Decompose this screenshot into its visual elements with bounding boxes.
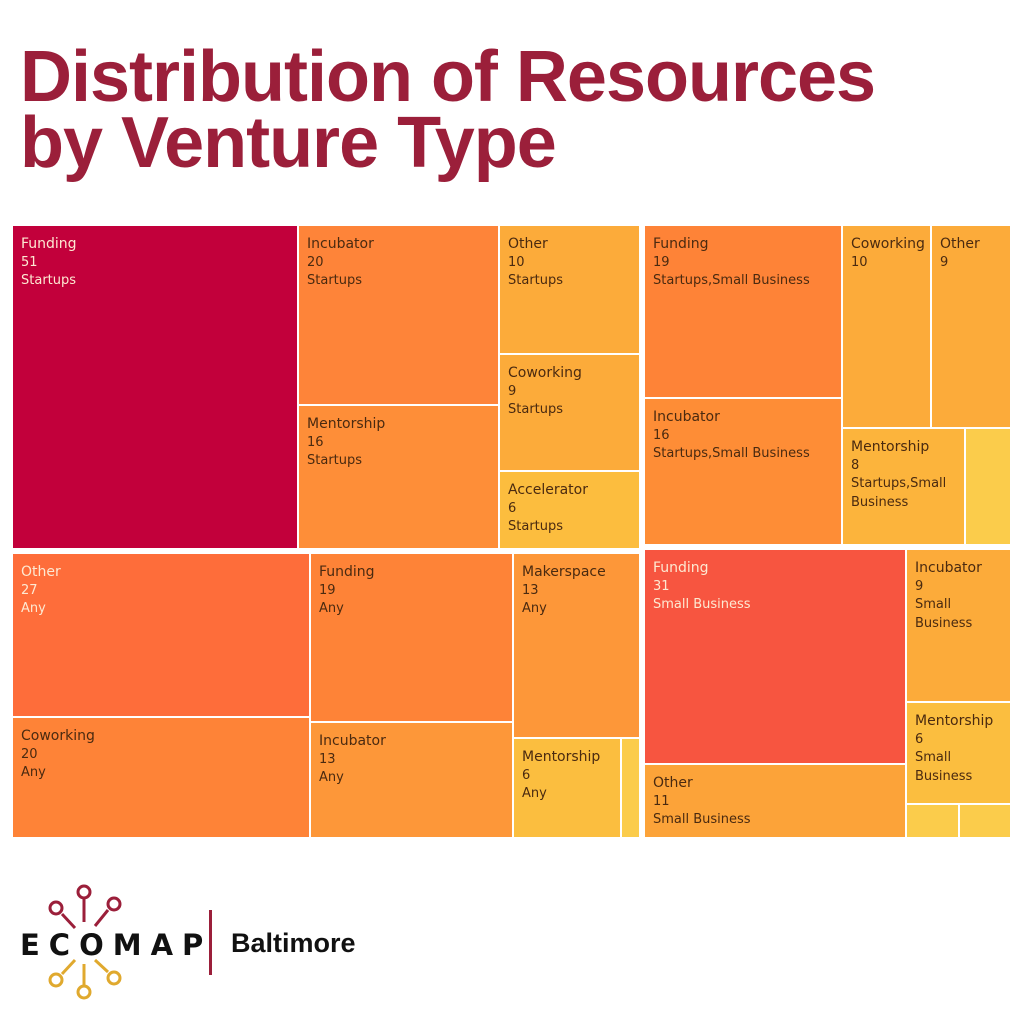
treemap-tile[interactable]: Funding 31 Small Business (644, 549, 906, 764)
tile-venture-type: Startups,Small Business (653, 273, 810, 288)
tile-venture-type: Small Business (653, 812, 751, 827)
logo-wordmark: ECOMAP (20, 928, 213, 962)
tile-venture-type: Small Business (653, 597, 751, 612)
treemap-tile[interactable]: Mentorship 8 Startups,Small Business (842, 428, 965, 545)
tile-venture-type: Startups (508, 519, 564, 534)
tile-label: Coworking (508, 365, 582, 381)
tile-value: 6 (915, 731, 924, 747)
tile-label: Coworking (851, 236, 925, 252)
tile-venture-type: Small Business (915, 597, 973, 631)
tile-value: 16 (307, 434, 324, 450)
tile-venture-type: Startups (307, 453, 363, 468)
treemap-tile[interactable]: Other 27 Any (12, 553, 310, 717)
tile-label: Other (653, 775, 693, 791)
ecomap-logo: ECOMAP Baltimore (18, 880, 378, 1005)
treemap-tile[interactable]: Incubator 9 Small Business (906, 549, 1011, 702)
logo-city: Baltimore (231, 928, 356, 958)
tile-label: Incubator (653, 409, 720, 425)
network-icon (48, 884, 122, 1000)
treemap-tile[interactable]: Coworking 10 (842, 225, 931, 428)
tile-venture-type: Startups (307, 273, 363, 288)
treemap-tile[interactable]: Other 9 (931, 225, 1011, 428)
tile-value: 8 (851, 457, 860, 473)
tile-label: Funding (21, 236, 77, 252)
tile-venture-type: Any (522, 601, 547, 616)
tile-label: Funding (319, 564, 375, 580)
tile-label: Mentorship (522, 749, 601, 765)
treemap-tile[interactable] (621, 738, 640, 838)
tile-label: Incubator (915, 560, 982, 576)
tile-venture-type: Small Business (915, 750, 973, 784)
tile-label: Accelerator (508, 482, 588, 498)
tile-label: Incubator (319, 733, 386, 749)
tile-label: Makerspace (522, 564, 606, 580)
tile-value: 20 (307, 254, 324, 270)
tile-value: 13 (319, 751, 336, 767)
tile-venture-type: Startups,Small Business (653, 446, 810, 461)
treemap-tile[interactable]: Coworking 9 Startups (499, 354, 640, 471)
tile-venture-type: Any (21, 765, 46, 780)
chart-title-line-2: by Venture Type (20, 103, 557, 183)
tile-venture-type: Startups (21, 273, 77, 288)
tile-label: Funding (653, 560, 709, 576)
logo-divider (209, 910, 212, 975)
tile-value: 10 (508, 254, 525, 270)
treemap-tile[interactable]: Makerspace 13 Any (513, 553, 640, 738)
treemap-tile[interactable]: Incubator 13 Any (310, 722, 513, 838)
tile-value: 9 (940, 254, 949, 270)
tile-venture-type: Any (21, 601, 46, 616)
tile-value: 20 (21, 746, 38, 762)
tile-label: Coworking (21, 728, 95, 744)
tile-label: Other (21, 564, 61, 580)
tile-label: Other (940, 236, 980, 252)
chart-title: Distribution of Resources by Venture Typ… (20, 37, 1010, 183)
tile-value: 9 (508, 383, 517, 399)
tile-value: 6 (522, 767, 531, 783)
tile-venture-type: Startups (508, 402, 564, 417)
tile-venture-type: Startups,Small Business (851, 476, 947, 510)
treemap-tile[interactable]: Incubator 16 Startups,Small Business (644, 398, 842, 545)
treemap-tile[interactable]: Mentorship 16 Startups (298, 405, 499, 549)
treemap-tile[interactable] (959, 804, 1011, 838)
treemap-tile[interactable]: Other 11 Small Business (644, 764, 906, 838)
tile-value: 11 (653, 793, 670, 809)
treemap-tile[interactable]: Funding 51 Startups (12, 225, 298, 549)
tile-venture-type: Any (319, 601, 344, 616)
treemap-tile[interactable]: Incubator 20 Startups (298, 225, 499, 405)
tile-value: 31 (653, 578, 670, 594)
tile-label: Mentorship (307, 416, 386, 432)
tile-value: 13 (522, 582, 539, 598)
tile-value: 10 (851, 254, 868, 270)
tile-label: Mentorship (851, 439, 930, 455)
tile-label: Funding (653, 236, 709, 252)
tile-label: Incubator (307, 236, 374, 252)
tile-venture-type: Any (319, 770, 344, 785)
treemap-tile[interactable]: Funding 19 Any (310, 553, 513, 722)
tile-value: 19 (653, 254, 670, 270)
treemap-tile[interactable]: Mentorship 6 Any (513, 738, 621, 838)
treemap-tile[interactable]: Accelerator 6 Startups (499, 471, 640, 549)
tile-venture-type: Startups (508, 273, 564, 288)
tile-value: 19 (319, 582, 336, 598)
tile-value: 6 (508, 500, 517, 516)
tile-value: 51 (21, 254, 38, 270)
tile-label: Mentorship (915, 713, 994, 729)
tile-value: 27 (21, 582, 38, 598)
treemap-tile[interactable]: Other 10 Startups (499, 225, 640, 354)
treemap-tile[interactable]: Mentorship 6 Small Business (906, 702, 1011, 804)
chart-title-line-1: Distribution of Resources (20, 37, 876, 117)
treemap-tile[interactable]: Funding 19 Startups,Small Business (644, 225, 842, 398)
tile-value: 9 (915, 578, 924, 594)
treemap-tile[interactable]: Coworking 20 Any (12, 717, 310, 838)
treemap-tile[interactable] (965, 428, 1011, 545)
tile-venture-type: Any (522, 786, 547, 801)
treemap-tile[interactable] (906, 804, 959, 838)
tile-value: 16 (653, 427, 670, 443)
tile-label: Other (508, 236, 548, 252)
